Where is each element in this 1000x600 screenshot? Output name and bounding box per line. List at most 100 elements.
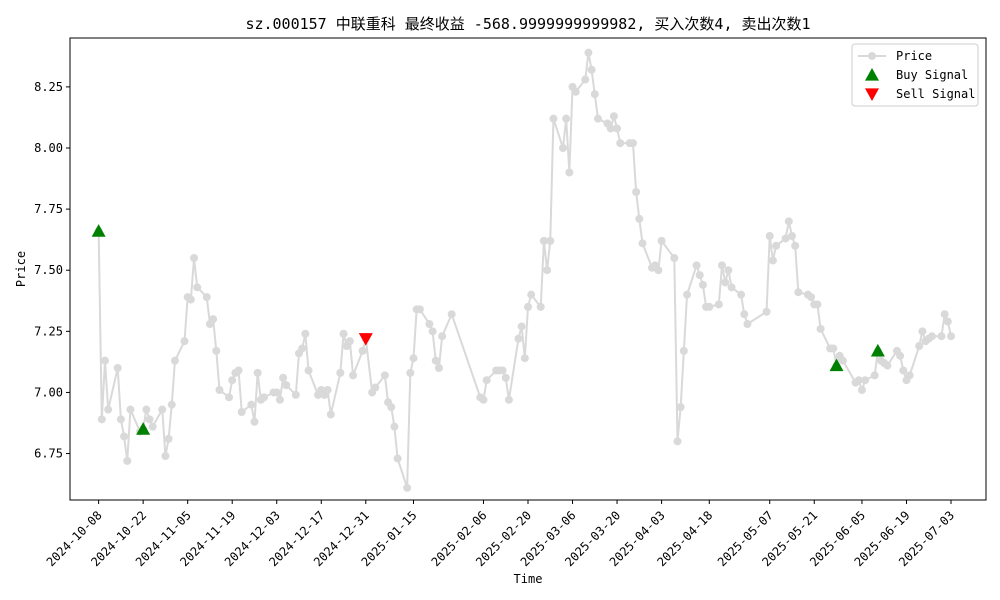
- price-point: [164, 434, 173, 443]
- price-point: [654, 266, 663, 275]
- price-point: [180, 337, 189, 346]
- price-point: [349, 371, 358, 380]
- price-point: [692, 261, 701, 270]
- price-point: [854, 376, 863, 385]
- price-point: [571, 87, 580, 96]
- price-point: [937, 332, 946, 341]
- price-point: [323, 386, 332, 394]
- price-point: [613, 124, 622, 133]
- price-point: [829, 344, 838, 353]
- price-point: [870, 371, 879, 380]
- price-point: [409, 354, 418, 363]
- price-point: [628, 139, 637, 148]
- price-point: [638, 239, 647, 248]
- y-tick-label: 7.25: [34, 324, 63, 338]
- price-point: [345, 337, 354, 346]
- price-point: [899, 366, 908, 375]
- price-point: [291, 390, 300, 399]
- price-point: [237, 408, 246, 416]
- price-point: [737, 290, 746, 299]
- price-point: [498, 366, 507, 375]
- y-tick-label: 7.75: [34, 202, 63, 216]
- price-point: [584, 48, 593, 57]
- price-point: [536, 302, 545, 311]
- price-point: [947, 332, 956, 341]
- price-point: [915, 342, 924, 350]
- price-point: [193, 283, 202, 292]
- price-point: [743, 320, 752, 328]
- price-point: [336, 368, 345, 377]
- price-point: [857, 386, 866, 394]
- plot-area: [91, 48, 956, 492]
- price-point: [772, 241, 781, 250]
- price-point: [234, 366, 243, 375]
- price-point: [807, 293, 816, 302]
- price-point: [279, 373, 288, 382]
- price-point: [209, 315, 218, 324]
- price-point: [387, 403, 396, 412]
- price-point: [142, 405, 151, 414]
- price-point: [403, 483, 412, 492]
- price-point: [705, 302, 714, 311]
- price-point: [504, 395, 513, 404]
- price-point: [676, 403, 685, 412]
- legend-label-buy-signal: Buy Signal: [896, 68, 968, 82]
- price-point: [940, 310, 949, 319]
- buy-signal-marker: [829, 358, 844, 372]
- price-point: [215, 386, 224, 394]
- price-point: [434, 364, 443, 372]
- y-tick-label: 7.00: [34, 385, 63, 399]
- price-point: [565, 168, 574, 177]
- price-point: [632, 188, 641, 196]
- price-point: [549, 114, 558, 123]
- price-point: [791, 241, 800, 250]
- price-point: [616, 139, 625, 148]
- plot-frame: [69, 37, 987, 501]
- price-point: [765, 232, 774, 240]
- price-point: [883, 361, 892, 370]
- price-point: [679, 346, 688, 355]
- price-point: [683, 290, 692, 299]
- price-point: [253, 368, 262, 377]
- price-point: [543, 266, 552, 275]
- legend-label-price: Price: [896, 49, 932, 63]
- y-tick-label: 6.75: [34, 447, 63, 461]
- price-point: [520, 354, 529, 363]
- price-point: [606, 124, 615, 133]
- y-tick-label: 7.50: [34, 263, 63, 277]
- price-point: [813, 300, 822, 309]
- y-axis: 6.75 7.00 7.25 7.50 7.75 8.00 8.25: [34, 80, 70, 461]
- legend-box: [851, 43, 979, 107]
- price-point: [113, 364, 122, 372]
- price-point: [562, 114, 571, 123]
- price-point: [527, 290, 536, 299]
- price-point: [304, 366, 313, 375]
- price-point: [718, 261, 727, 270]
- price-point: [727, 283, 736, 292]
- y-tick-label: 8.00: [34, 141, 63, 155]
- price-point: [724, 266, 733, 275]
- price-point: [393, 454, 402, 463]
- legend-label-sell-signal: Sell Signal: [896, 87, 975, 101]
- x-axis-label: Time: [514, 572, 543, 586]
- price-point: [425, 320, 434, 328]
- price-point: [794, 288, 803, 297]
- price-point: [104, 405, 113, 414]
- price-point: [861, 376, 870, 385]
- buy-signal-marker: [91, 224, 106, 237]
- price-point: [228, 376, 237, 385]
- price-point: [158, 405, 167, 414]
- price-point: [517, 322, 526, 331]
- price-point: [539, 236, 548, 245]
- price-point: [161, 452, 170, 460]
- price-point: [482, 376, 491, 385]
- price-point: [116, 415, 125, 424]
- price-point: [479, 395, 488, 404]
- price-point: [781, 234, 790, 243]
- price-point: [275, 395, 284, 404]
- price-point: [670, 254, 679, 262]
- price-point: [167, 400, 176, 409]
- x-axis: 2024-10-082024-10-222024-11-052024-11-19…: [44, 500, 957, 569]
- price-point: [816, 324, 825, 333]
